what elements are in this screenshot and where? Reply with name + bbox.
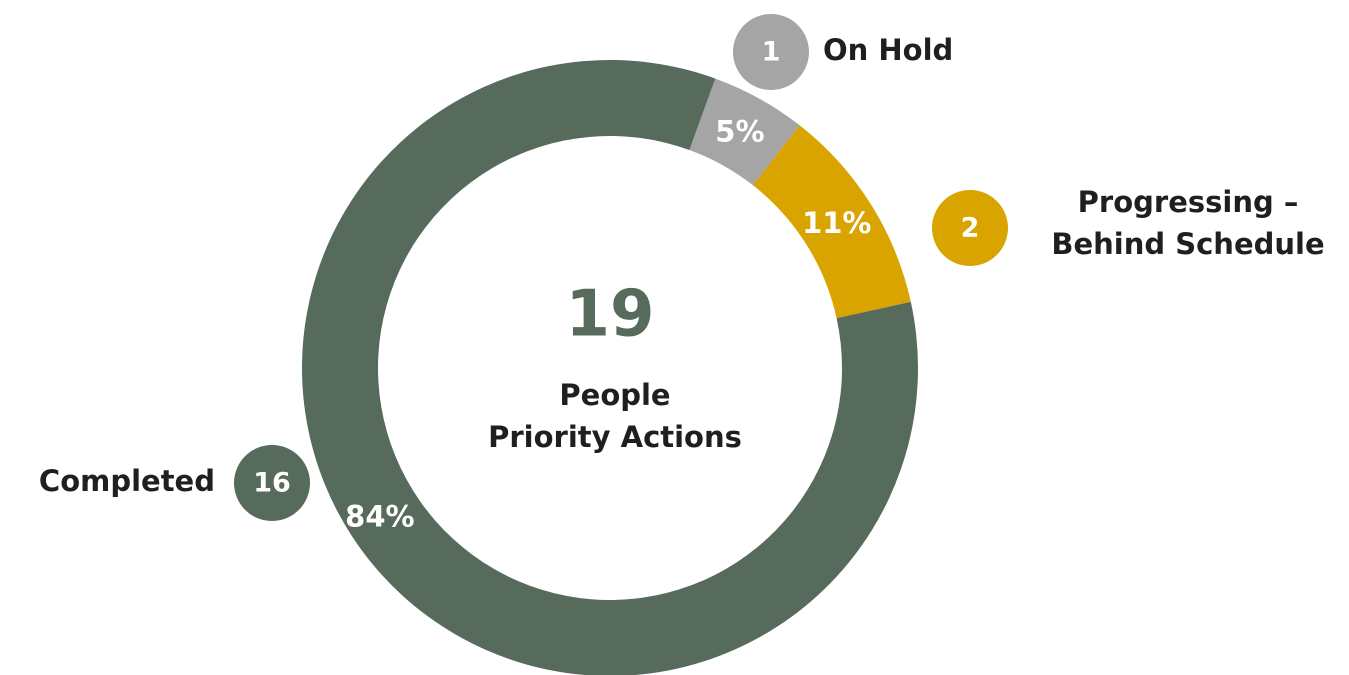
count-badge: [234, 445, 310, 521]
count-badge: [733, 14, 809, 90]
percent-label: 84%: [345, 500, 414, 534]
legend-label: Progressing – Behind Schedule: [1051, 185, 1324, 261]
donut-segment: [752, 125, 911, 319]
center-label: People Priority Actions: [488, 378, 742, 454]
donut-segment: [689, 78, 800, 186]
percent-label: 5%: [715, 115, 764, 149]
total: 19: [565, 278, 654, 352]
percent-label: 11%: [802, 206, 871, 240]
count-label: 16: [253, 468, 291, 499]
count-badge: [932, 190, 1008, 266]
count-label: 1: [762, 37, 781, 68]
legend-label: On Hold: [823, 33, 953, 67]
legend-label: Completed: [39, 464, 215, 498]
count-label: 2: [961, 213, 980, 244]
